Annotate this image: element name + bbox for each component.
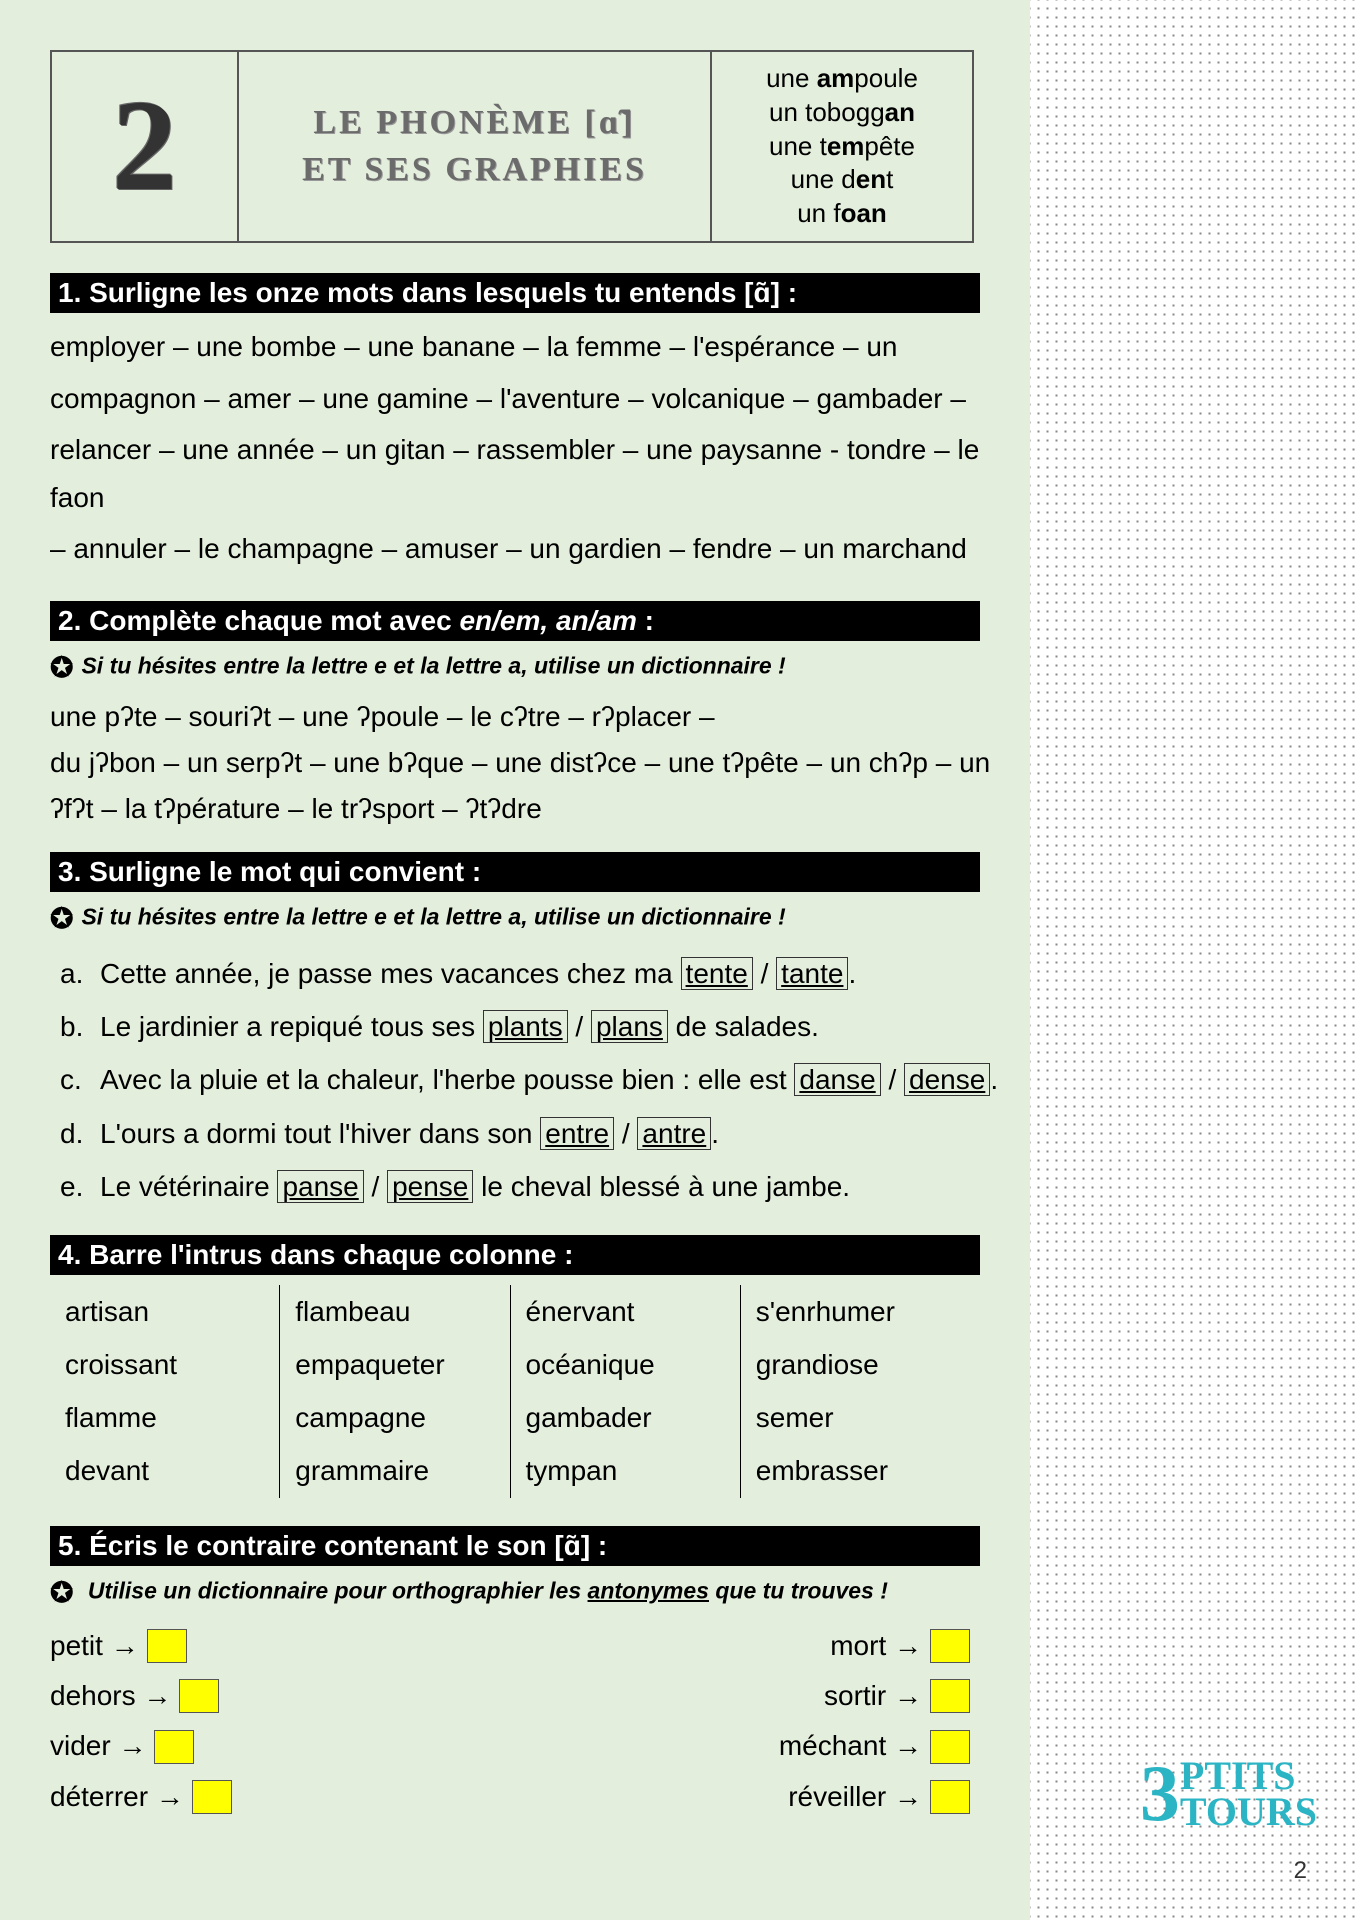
answer-box[interactable] [930,1780,970,1814]
ex1-line: – annuler – le champagne – amuser – un g… [50,525,1000,573]
ex5-left-col: petit →dehors →vider →déterrer → [50,1621,232,1823]
ex3-header: 3. Surligne le mot qui convient : [50,852,980,892]
example-word: une tempête [769,130,915,164]
ex4-word: s'enrhumer [756,1285,955,1338]
ex3-item: e.Le vétérinaire panse / pense le cheval… [100,1160,1000,1213]
ex4-word: océanique [526,1338,725,1391]
ex4-word: embrasser [756,1444,955,1497]
lesson-number: 2 [52,52,239,241]
ex5-item: vider → [50,1721,232,1771]
ex4-word: grandiose [756,1338,955,1391]
ex3-tip: Si tu hésites entre la lettre e et la le… [50,902,1000,935]
example-word: une ampoule [766,62,918,96]
ex4-word: devant [65,1444,264,1497]
ex5-item: réveiller → [788,1772,970,1822]
examples-cell: une ampouleun tobogganune tempêteune den… [712,52,972,241]
ex5-item: petit → [50,1621,232,1671]
ex2-body: une pʔte – souriʔt – une ʔpoule – le cʔt… [50,696,1000,830]
ex1-header: 1. Surligne les onze mots dans lesquels … [50,273,980,313]
ex4-word: empaqueter [295,1338,494,1391]
ex4-word: semer [756,1391,955,1444]
ex5-row: petit →dehors →vider →déterrer → mort →s… [50,1621,970,1823]
ex2-line: une pʔte – souriʔt – une ʔpoule – le cʔt… [50,696,1000,738]
ex4-word: artisan [65,1285,264,1338]
ex4-column: artisancroissantflammedevant [50,1285,280,1498]
ex5-item: déterrer → [50,1772,232,1822]
ex4-column: s'enrhumergrandiosesemerembrasser [741,1285,970,1498]
title-line-1: LE PHONÈME [ɑ̃] [313,104,635,141]
logo: 3PTITSTOURS [1140,1758,1317,1830]
dotted-margin: 3PTITSTOURS 2 [1030,0,1357,1920]
ex5-tip: Utilise un dictionnaire pour orthographi… [50,1576,1000,1609]
ex4-word: flamme [65,1391,264,1444]
ex3-item: d.L'ours a dormi tout l'hiver dans son e… [100,1107,1000,1160]
content-area: 2 LE PHONÈME [ɑ̃] ET SES GRAPHIES une am… [0,0,1030,1920]
ex2-line: ʔfʔt – la tʔpérature – le trʔsport – ʔtʔ… [50,788,1000,830]
ex5-right-col: mort →sortir →méchant →réveiller → [779,1621,970,1823]
ex1-line: compagnon – amer – une gamine – l'aventu… [50,375,1000,423]
ex4-word: gambader [526,1391,725,1444]
ex4-word: tympan [526,1444,725,1497]
ex4-table: artisancroissantflammedevantflambeauempa… [50,1285,970,1498]
ex2-header: 2. Complète chaque mot avec en/em, an/am… [50,601,980,641]
ex1-line: relancer – une année – un gitan – rassem… [50,426,1000,521]
ex4-column: énervantocéaniquegambadertympan [511,1285,741,1498]
example-word: un toboggan [769,96,915,130]
answer-box[interactable] [930,1730,970,1764]
ex4-column: flambeauempaquetercampagnegrammaire [280,1285,510,1498]
ex3-item: a.Cette année, je passe mes vacances che… [100,947,1000,1000]
ex5-item: mort → [830,1621,970,1671]
ex3-item: c.Avec la pluie et la chaleur, l'herbe p… [100,1053,1000,1106]
ex1-line: employer – une bombe – une banane – la f… [50,323,1000,371]
ex4-word: campagne [295,1391,494,1444]
answer-box[interactable] [930,1679,970,1713]
answer-box[interactable] [930,1629,970,1663]
example-word: un foan [797,197,887,231]
ex4-word: énervant [526,1285,725,1338]
ex2-line: du jʔbon – un serpʔt – une bʔque – une d… [50,742,1000,784]
ex5-item: méchant → [779,1721,970,1771]
header-block: 2 LE PHONÈME [ɑ̃] ET SES GRAPHIES une am… [50,50,974,243]
ex2-tip: Si tu hésites entre la lettre e et la le… [50,651,1000,684]
page-number: 2 [1294,1857,1307,1885]
ex1-body: employer – une bombe – une banane – la f… [50,323,1000,573]
ex4-word: flambeau [295,1285,494,1338]
ex4-word: croissant [65,1338,264,1391]
title-line-2: ET SES GRAPHIES [302,151,647,188]
answer-box[interactable] [154,1730,194,1764]
ex5-item: sortir → [824,1671,970,1721]
ex4-word: grammaire [295,1444,494,1497]
lesson-title: LE PHONÈME [ɑ̃] ET SES GRAPHIES [239,52,712,241]
ex3-item: b.Le jardinier a repiqué tous ses plants… [100,1000,1000,1053]
answer-box[interactable] [147,1629,187,1663]
page: 2 LE PHONÈME [ɑ̃] ET SES GRAPHIES une am… [0,0,1357,1920]
example-word: une dent [791,163,894,197]
ex5-item: dehors → [50,1671,232,1721]
ex5-header: 5. Écris le contraire contenant le son [… [50,1526,980,1566]
ex4-header: 4. Barre l'intrus dans chaque colonne : [50,1235,980,1275]
ex3-list: a.Cette année, je passe mes vacances che… [50,947,1000,1213]
answer-box[interactable] [192,1780,232,1814]
answer-box[interactable] [179,1679,219,1713]
